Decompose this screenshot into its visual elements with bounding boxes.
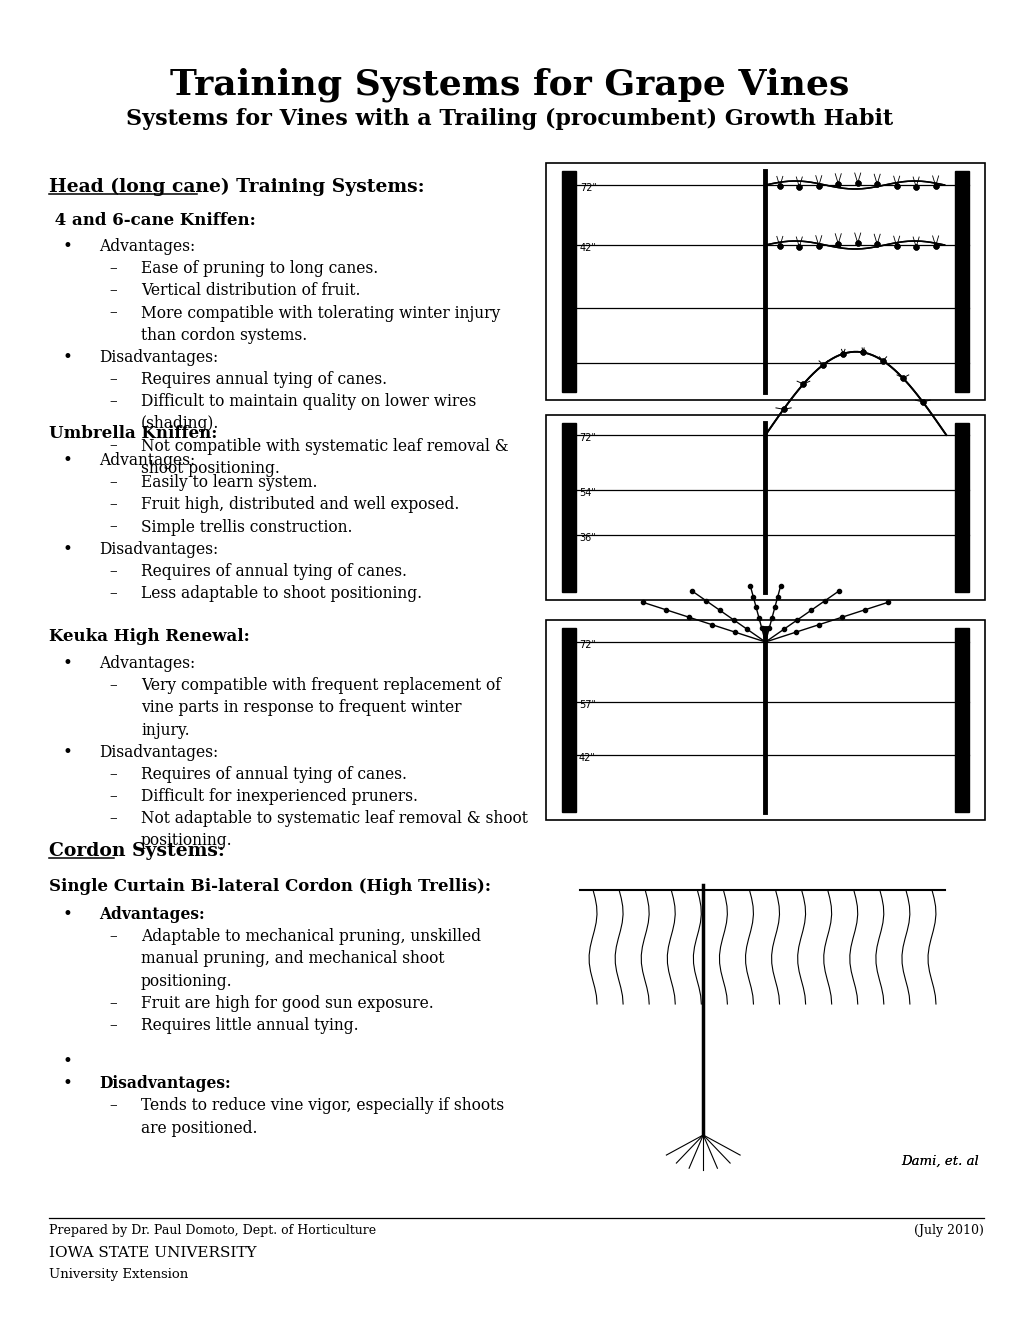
- Text: 4 and 6-cane Kniffen:: 4 and 6-cane Kniffen:: [49, 213, 256, 228]
- Text: Simple trellis construction.: Simple trellis construction.: [141, 519, 353, 536]
- Text: vine parts in response to frequent winter: vine parts in response to frequent winte…: [141, 700, 461, 717]
- Bar: [545, 620, 984, 820]
- Text: University Extension: University Extension: [49, 1269, 189, 1280]
- Text: –: –: [109, 438, 116, 454]
- Text: •: •: [63, 238, 72, 255]
- Text: IOWA STATE UNIVERSITY: IOWA STATE UNIVERSITY: [49, 1246, 256, 1261]
- Bar: [561, 628, 576, 812]
- Text: Very compatible with frequent replacement of: Very compatible with frequent replacemen…: [141, 677, 500, 694]
- Text: Fruit high, distributed and well exposed.: Fruit high, distributed and well exposed…: [141, 496, 459, 513]
- Text: positioning.: positioning.: [141, 973, 232, 990]
- Text: than cordon systems.: than cordon systems.: [141, 327, 307, 343]
- Text: Easily to learn system.: Easily to learn system.: [141, 474, 317, 491]
- Text: 42": 42": [579, 752, 595, 763]
- Text: Advantages:: Advantages:: [99, 451, 195, 469]
- Text: •: •: [63, 541, 72, 558]
- Text: Difficult to maintain quality on lower wires: Difficult to maintain quality on lower w…: [141, 393, 476, 411]
- Text: –: –: [109, 1097, 116, 1114]
- Text: Tends to reduce vine vigor, especially if shoots: Tends to reduce vine vigor, especially i…: [141, 1097, 503, 1114]
- Text: Training Systems for Grape Vines: Training Systems for Grape Vines: [170, 69, 849, 103]
- Text: More compatible with tolerating winter injury: More compatible with tolerating winter i…: [141, 305, 499, 322]
- Text: Vertical distribution of fruit.: Vertical distribution of fruit.: [141, 282, 360, 300]
- Text: •: •: [63, 655, 72, 672]
- Text: –: –: [109, 1016, 116, 1034]
- Text: –: –: [109, 519, 116, 536]
- Text: Single Curtain Bi-lateral Cordon (High Trellis):: Single Curtain Bi-lateral Cordon (High T…: [49, 878, 490, 895]
- Text: Dami, et. al: Dami, et. al: [901, 1155, 978, 1168]
- Text: Ease of pruning to long canes.: Ease of pruning to long canes.: [141, 260, 378, 277]
- Text: –: –: [109, 585, 116, 602]
- Text: –: –: [109, 371, 116, 388]
- Text: –: –: [109, 260, 116, 277]
- Text: 57": 57": [579, 700, 595, 710]
- Text: Disadvantages:: Disadvantages:: [99, 1076, 230, 1092]
- Text: –: –: [109, 788, 116, 805]
- Text: positioning.: positioning.: [141, 833, 232, 849]
- Text: shoot positioning.: shoot positioning.: [141, 459, 279, 477]
- Text: –: –: [109, 393, 116, 411]
- Text: Zabadal: Zabadal: [924, 585, 978, 598]
- Text: 72": 72": [580, 183, 596, 193]
- Text: •: •: [63, 348, 72, 366]
- Text: •: •: [63, 451, 72, 469]
- Bar: [954, 422, 968, 591]
- Text: •: •: [63, 1053, 72, 1071]
- Text: Keuka High Renewal:: Keuka High Renewal:: [49, 628, 250, 645]
- Bar: [954, 628, 968, 812]
- Text: Systems for Vines with a Trailing (procumbent) Growth Habit: Systems for Vines with a Trailing (procu…: [126, 108, 893, 131]
- Text: –: –: [109, 677, 116, 694]
- Bar: [545, 414, 984, 601]
- Text: •: •: [63, 743, 72, 760]
- Text: 72": 72": [579, 640, 595, 649]
- Text: Not compatible with systematic leaf removal &: Not compatible with systematic leaf remo…: [141, 438, 508, 454]
- Text: manual pruning, and mechanical shoot: manual pruning, and mechanical shoot: [141, 950, 444, 968]
- Text: Advantages:: Advantages:: [99, 906, 205, 923]
- Text: •: •: [63, 906, 72, 923]
- Bar: [954, 172, 968, 392]
- Text: –: –: [109, 928, 116, 945]
- Text: injury.: injury.: [141, 722, 190, 738]
- Text: Disadvantages:: Disadvantages:: [99, 541, 218, 558]
- Text: Requires of annual tying of canes.: Requires of annual tying of canes.: [141, 766, 407, 783]
- Text: •: •: [63, 1076, 72, 1092]
- Text: are positioned.: are positioned.: [141, 1119, 257, 1137]
- Text: Cordon Systems:: Cordon Systems:: [49, 842, 224, 861]
- Text: –: –: [109, 562, 116, 579]
- Text: Adaptable to mechanical pruning, unskilled: Adaptable to mechanical pruning, unskill…: [141, 928, 481, 945]
- Text: Less adaptable to shoot positioning.: Less adaptable to shoot positioning.: [141, 585, 422, 602]
- Text: –: –: [109, 766, 116, 783]
- Text: Requires of annual tying of canes.: Requires of annual tying of canes.: [141, 562, 407, 579]
- Text: –: –: [109, 496, 116, 513]
- Text: Disadvantages:: Disadvantages:: [99, 743, 218, 760]
- Text: Not adaptable to systematic leaf removal & shoot: Not adaptable to systematic leaf removal…: [141, 810, 527, 828]
- Text: Prepared by Dr. Paul Domoto, Dept. of Horticulture: Prepared by Dr. Paul Domoto, Dept. of Ho…: [49, 1224, 376, 1237]
- Bar: [545, 162, 984, 400]
- Text: (July 2010): (July 2010): [913, 1224, 983, 1237]
- Text: Fruit are high for good sun exposure.: Fruit are high for good sun exposure.: [141, 995, 433, 1011]
- Text: 72": 72": [579, 433, 595, 444]
- Text: Zabadal: Zabadal: [924, 370, 978, 383]
- Text: 42": 42": [580, 243, 596, 253]
- Text: –: –: [109, 810, 116, 828]
- Text: Dami, et. al: Dami, et. al: [901, 1155, 978, 1168]
- Text: Requires little annual tying.: Requires little annual tying.: [141, 1016, 359, 1034]
- Text: –: –: [109, 305, 116, 322]
- Text: Zabadal: Zabadal: [924, 800, 978, 813]
- Text: Difficult for inexperienced pruners.: Difficult for inexperienced pruners.: [141, 788, 418, 805]
- Text: –: –: [109, 474, 116, 491]
- Text: Umbrella Kniffen:: Umbrella Kniffen:: [49, 425, 217, 442]
- Text: Advantages:: Advantages:: [99, 655, 195, 672]
- Text: Head (long cane) Training Systems:: Head (long cane) Training Systems:: [49, 178, 424, 197]
- Text: Requires annual tying of canes.: Requires annual tying of canes.: [141, 371, 386, 388]
- Text: 36": 36": [579, 533, 595, 543]
- Text: (shading).: (shading).: [141, 416, 219, 433]
- Text: –: –: [109, 282, 116, 300]
- Bar: [561, 172, 576, 392]
- Bar: [561, 422, 576, 591]
- Text: 54": 54": [579, 488, 595, 498]
- Text: Advantages:: Advantages:: [99, 238, 195, 255]
- Text: –: –: [109, 995, 116, 1011]
- Text: Disadvantages:: Disadvantages:: [99, 348, 218, 366]
